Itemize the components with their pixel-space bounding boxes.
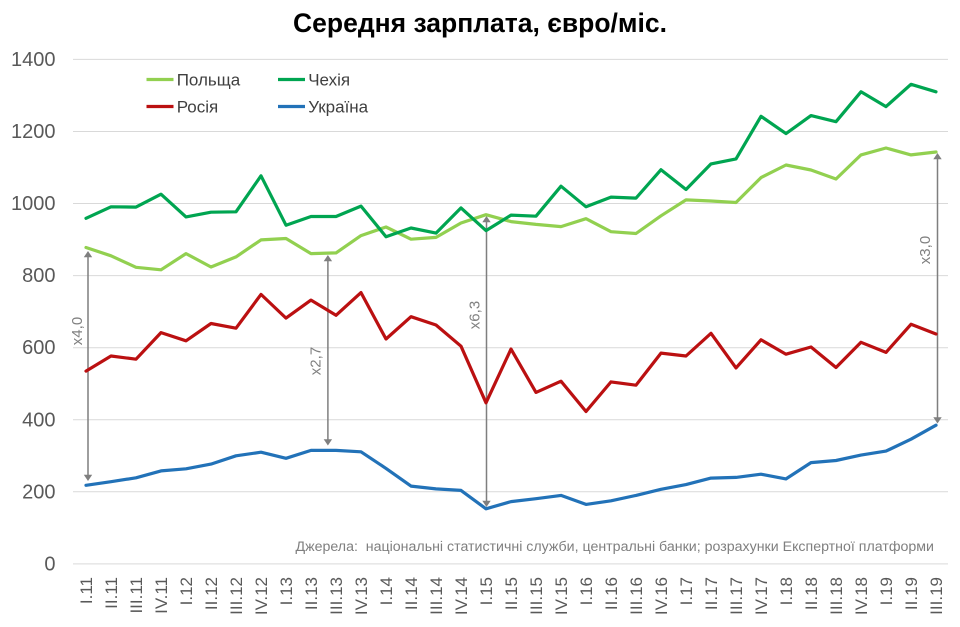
svg-text:IV.13: IV.13 (352, 577, 371, 615)
svg-text:I.19: I.19 (877, 577, 896, 605)
svg-text:800: 800 (22, 265, 55, 287)
svg-text:I.15: I.15 (477, 577, 496, 605)
svg-text:Росія: Росія (177, 98, 219, 117)
svg-text:IV.15: IV.15 (552, 577, 571, 615)
svg-text:II.13: II.13 (302, 577, 321, 610)
svg-text:1400: 1400 (11, 49, 56, 71)
svg-text:II.12: II.12 (202, 577, 221, 610)
svg-text:IV.11: IV.11 (152, 577, 171, 614)
svg-text:Середня зарплата, євро/міс.: Середня зарплата, євро/міс. (293, 8, 667, 38)
svg-text:Польща: Польща (177, 71, 241, 90)
svg-text:IV.14: IV.14 (452, 577, 471, 615)
svg-text:III.17: III.17 (727, 577, 746, 615)
svg-text:III.18: III.18 (827, 577, 846, 615)
svg-text:III.14: III.14 (427, 577, 446, 615)
svg-text:400: 400 (22, 409, 55, 431)
svg-text:Україна: Україна (308, 98, 368, 117)
svg-text:x4,0: x4,0 (69, 317, 86, 345)
svg-text:I.17: I.17 (677, 577, 696, 605)
svg-text:II.19: II.19 (902, 577, 921, 610)
svg-text:III.12: III.12 (227, 577, 246, 615)
svg-text:I.11: I.11 (77, 577, 96, 604)
svg-text:1200: 1200 (11, 121, 56, 143)
svg-text:200: 200 (22, 481, 55, 503)
svg-text:I.16: I.16 (577, 577, 596, 605)
svg-text:Чехія: Чехія (308, 71, 350, 90)
svg-text:IV.16: IV.16 (652, 577, 671, 615)
svg-text:IV.17: IV.17 (752, 577, 771, 615)
svg-text:600: 600 (22, 337, 55, 359)
svg-text:II.17: II.17 (702, 577, 721, 610)
svg-text:x2,7: x2,7 (308, 347, 325, 375)
svg-text:x3,0: x3,0 (917, 236, 934, 264)
svg-text:I.14: I.14 (377, 577, 396, 605)
svg-text:II.16: II.16 (602, 577, 621, 610)
svg-text:III.11: III.11 (127, 577, 146, 614)
svg-text:x6,3: x6,3 (467, 301, 484, 329)
svg-text:II.11: II.11 (102, 577, 121, 609)
svg-text:IV.18: IV.18 (852, 577, 871, 615)
svg-text:III.13: III.13 (327, 577, 346, 615)
svg-text:III.16: III.16 (627, 577, 646, 615)
svg-text:0: 0 (44, 553, 55, 575)
svg-text:II.14: II.14 (402, 577, 421, 610)
svg-text:IV.12: IV.12 (252, 577, 271, 615)
svg-text:II.15: II.15 (502, 577, 521, 610)
svg-text:Джерела: національні статисти: Джерела: національні статистичні служби,… (296, 539, 934, 555)
svg-text:I.13: I.13 (277, 577, 296, 605)
svg-text:III.19: III.19 (927, 577, 946, 615)
svg-text:1000: 1000 (11, 193, 56, 215)
svg-text:III.15: III.15 (527, 577, 546, 615)
svg-text:I.18: I.18 (777, 577, 796, 605)
svg-text:II.18: II.18 (802, 577, 821, 610)
svg-text:I.12: I.12 (177, 577, 196, 605)
